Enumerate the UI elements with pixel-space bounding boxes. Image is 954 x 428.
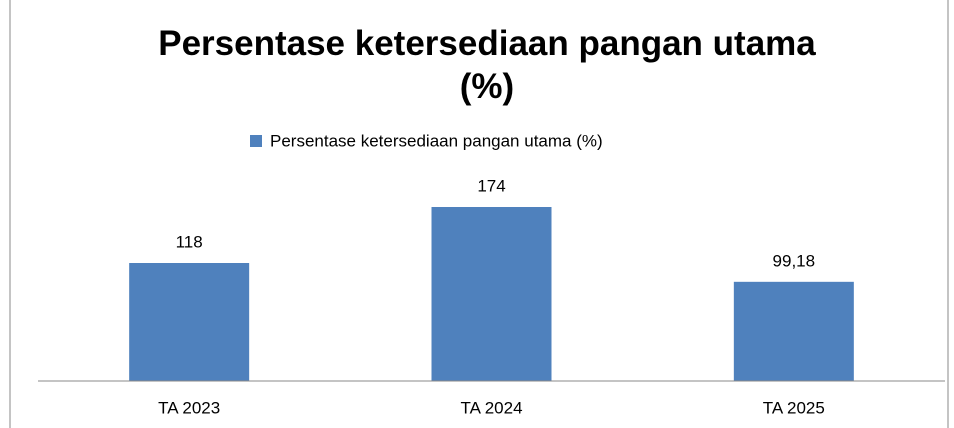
data-label: 174 bbox=[477, 176, 505, 195]
data-label: 118 bbox=[176, 232, 203, 251]
legend-label: Persentase ketersediaan pangan utama (%) bbox=[270, 131, 603, 150]
bar bbox=[129, 263, 250, 381]
bar bbox=[733, 281, 854, 381]
x-tick-label: TA 2024 bbox=[460, 398, 522, 417]
x-tick-label: TA 2023 bbox=[158, 398, 220, 417]
data-label: 99,18 bbox=[773, 251, 816, 270]
chart-title: Persentase ketersediaan pangan utama (%) bbox=[158, 24, 816, 106]
legend-swatch bbox=[250, 135, 262, 147]
x-tick-label: TA 2025 bbox=[763, 398, 825, 417]
bar bbox=[431, 207, 552, 381]
